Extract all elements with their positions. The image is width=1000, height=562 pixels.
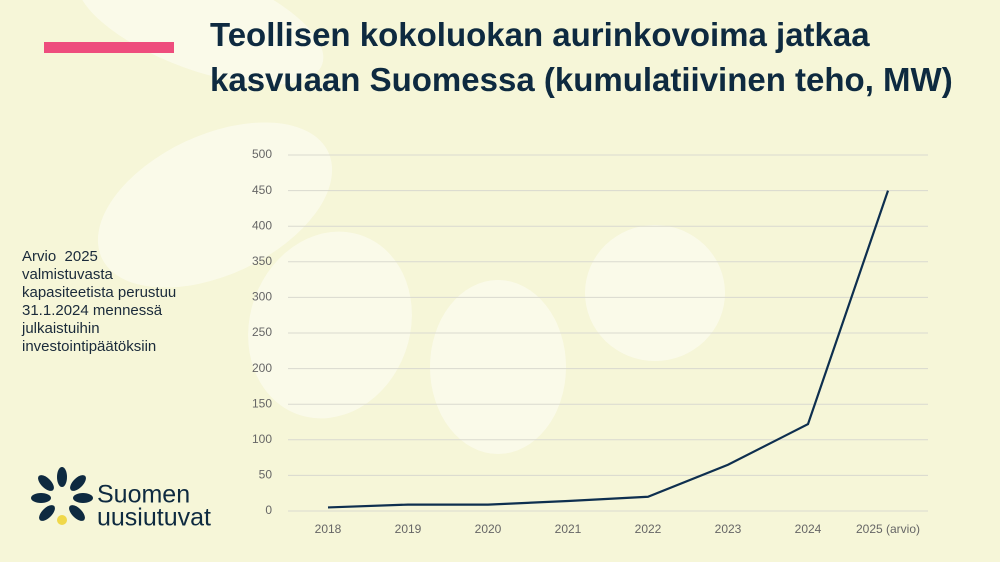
x-tick-label: 2025 (arvio) bbox=[856, 522, 920, 536]
note-line: 31.1.2024 mennessä bbox=[22, 302, 163, 319]
y-tick-label: 250 bbox=[252, 325, 272, 339]
y-tick-label: 200 bbox=[252, 361, 272, 375]
x-tick-label: 2019 bbox=[395, 522, 422, 536]
line bbox=[327, 190, 890, 509]
logo-text: uusiutuvat bbox=[97, 504, 211, 532]
note-line: Arvio 2025 bbox=[22, 248, 98, 265]
y-tick-label: 300 bbox=[252, 290, 272, 304]
note-line: julkaistuihin bbox=[22, 320, 100, 337]
accent-bar bbox=[44, 42, 174, 53]
title: Teollisen kokoluokan aurinkovoima jatkaa… bbox=[210, 16, 953, 98]
y-tick-label: 450 bbox=[252, 183, 272, 197]
y-tick-label: 500 bbox=[252, 147, 272, 161]
y-tick-label: 150 bbox=[252, 396, 272, 410]
note: Arvio 2025 valmistuvasta kapasiteetista … bbox=[22, 248, 176, 356]
note-line: investointipäätöksiin bbox=[22, 338, 157, 355]
x-tick-label: 2023 bbox=[715, 522, 742, 536]
note-line: valmistuvasta bbox=[22, 266, 113, 283]
x-tick-label: 2020 bbox=[475, 522, 502, 536]
x-tick-label: 2022 bbox=[635, 522, 662, 536]
logo-text: Suomen bbox=[97, 481, 190, 509]
x-tick-label: 2021 bbox=[555, 522, 582, 536]
y-tick-label: 350 bbox=[252, 254, 272, 268]
note-line: kapasiteetista perustuu bbox=[22, 284, 177, 301]
logo-mark bbox=[31, 467, 93, 525]
y-tick-label: 0 bbox=[265, 503, 272, 517]
y-tick-label: 100 bbox=[252, 432, 272, 446]
decoration bbox=[76, 0, 725, 454]
y-tick-label: 50 bbox=[259, 468, 273, 482]
x-tick-label: 2024 bbox=[795, 522, 822, 536]
x-tick-label: 2018 bbox=[315, 522, 342, 536]
y-tick-label: 400 bbox=[252, 218, 272, 232]
